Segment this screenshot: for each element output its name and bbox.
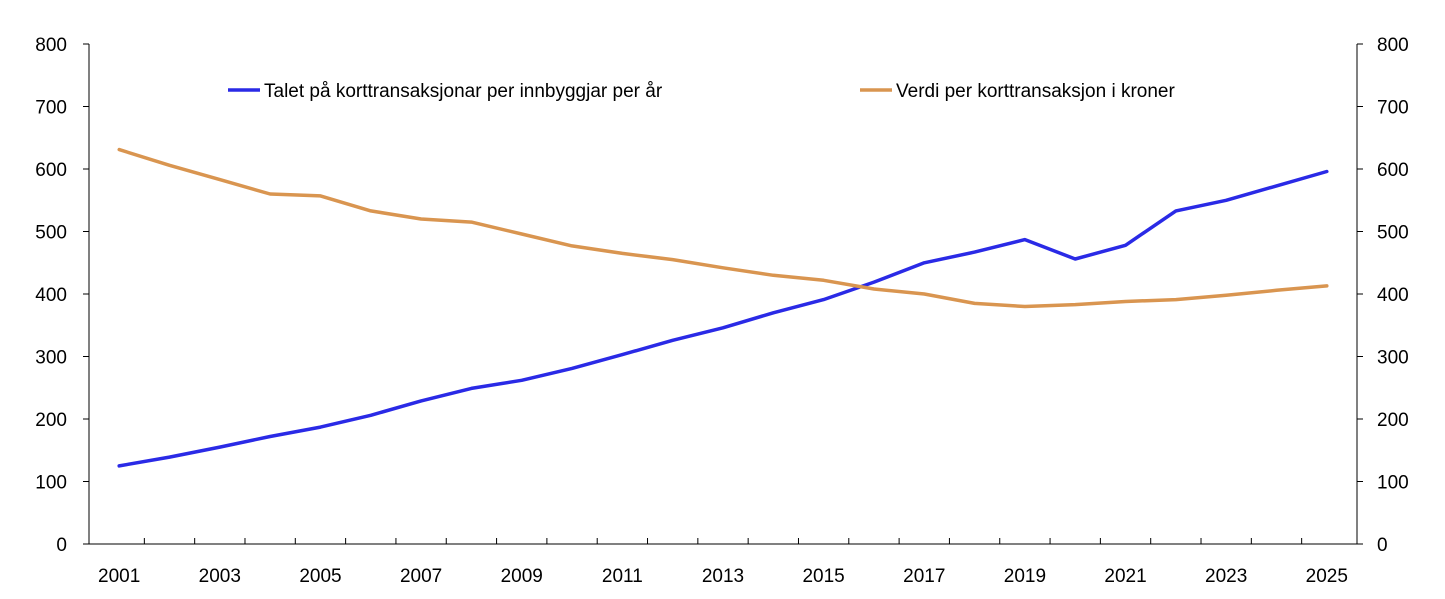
right-y-tick-label: 700 <box>1377 98 1409 119</box>
series-line-transactions <box>117 169 1329 468</box>
x-tick-label: 2011 <box>602 566 643 587</box>
legend-label-transactions: Talet på korttransaksjonar per innbyggja… <box>264 81 663 102</box>
legend-label-value: Verdi per korttransaksjon i kroner <box>896 81 1175 102</box>
left-y-tick-label: 700 <box>35 98 67 119</box>
x-tick-label: 2003 <box>199 566 241 587</box>
x-tick-label: 2023 <box>1205 566 1247 587</box>
x-tick-label: 2013 <box>702 566 744 587</box>
x-tick-label: 2005 <box>299 566 341 587</box>
axes <box>88 44 1358 545</box>
right-y-tick-label: 0 <box>1377 535 1388 556</box>
right-y-tick-label: 800 <box>1377 35 1409 56</box>
left-y-tick-label: 0 <box>56 535 67 556</box>
left-y-tick-label: 400 <box>35 285 67 306</box>
right-y-tick-label: 400 <box>1377 285 1409 306</box>
left-y-axis-ticks: 0 100 200 300 400 500 600 700 800 <box>35 35 89 556</box>
series-line-value <box>117 147 1329 309</box>
x-tick-label: 2007 <box>400 566 442 587</box>
left-y-tick-label: 600 <box>35 160 67 181</box>
x-tick-label: 2001 <box>98 566 140 587</box>
legend: Talet på korttransaksjonar per innbyggja… <box>228 81 1175 102</box>
right-y-axis-ticks: 0 100 200 300 400 500 600 700 800 <box>1357 35 1409 556</box>
left-y-tick-label: 200 <box>35 410 67 431</box>
x-tick-label: 2025 <box>1306 566 1348 587</box>
left-y-tick-label: 800 <box>35 35 67 56</box>
left-y-tick-label: 300 <box>35 348 67 369</box>
x-tick-label: 2019 <box>1004 566 1046 587</box>
x-tick-label: 2009 <box>501 566 543 587</box>
series-lines <box>117 147 1329 468</box>
x-axis-ticks: 2001 2003 2005 2007 2009 2011 2013 2015 2017 2019… <box>98 538 1348 587</box>
x-tick-label: 2021 <box>1104 566 1146 587</box>
right-y-tick-label: 100 <box>1377 473 1409 494</box>
x-tick-label: 2017 <box>903 566 945 587</box>
right-y-tick-label: 500 <box>1377 223 1409 244</box>
right-y-tick-label: 200 <box>1377 410 1409 431</box>
right-y-tick-label: 600 <box>1377 160 1409 181</box>
x-tick-label: 2015 <box>802 566 844 587</box>
left-y-tick-label: 500 <box>35 223 67 244</box>
left-y-tick-label: 100 <box>35 473 67 494</box>
right-y-tick-label: 300 <box>1377 348 1409 369</box>
